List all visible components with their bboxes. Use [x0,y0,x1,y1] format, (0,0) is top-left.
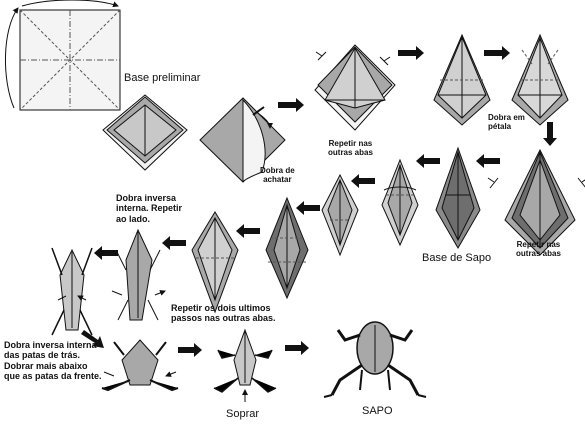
step-back-legs [101,339,179,392]
arrow-down-1 [543,122,557,146]
arrow-right-2 [398,46,424,60]
step-blow [213,328,277,402]
step-finished-frog [323,321,427,398]
label-base-preliminar: Base preliminar [124,72,201,84]
step-dark-kite [265,196,309,300]
step-frog-base-right [487,148,585,256]
label-base-de-sapo: Base de Sapo [422,252,492,264]
label-dobra-de-achatar: Dobra de achatar [260,166,295,185]
arrow-right-4 [178,343,202,357]
label-soprar: Soprar [226,408,260,420]
arrow-left-4 [296,201,320,215]
step-kite-flaps [314,44,396,131]
step-petal-fold [511,33,569,126]
arrow-left-3 [351,174,375,188]
arrow-left-7 [94,246,118,260]
label-repetir-nas-outras-abas-1: Repetir nas outras abas [328,139,373,158]
step-kite-narrow-2 [381,158,419,247]
step-frog-base [435,146,481,249]
arrow-diag-1 [81,330,104,348]
step-narrow-kite [433,33,491,126]
step-squash-fold [199,97,286,183]
arrow-right-5 [285,341,309,355]
label-dobra-inversa-interna-repetir: Dobra inversa interna. Repetir ao lado. [116,193,183,224]
arrow-left-2 [416,154,440,168]
step-legs-prepare [191,211,239,314]
label-sapo: SAPO [362,405,393,417]
arrow-left-5 [236,224,260,238]
arrow-right-1 [278,98,304,112]
arrow-left-6 [162,236,186,250]
step-preliminary-base [102,94,188,171]
label-dobra-inversa-patas-tras: Dobra inversa interna das patas de trás.… [4,340,102,382]
step-kite-narrow-3 [321,173,359,257]
step-frog-legs [51,247,93,336]
arrow-right-3 [484,46,510,60]
label-dobra-em-petala: Dobra em pétala [488,113,525,132]
process-arrows [81,46,557,357]
label-repetir-nas-outras-abas-2: Repetir nas outras abas [516,240,561,259]
label-repetir-dois-ultimos: Repetir os dois ultimos passos nas outra… [171,303,276,324]
arrow-left-1 [476,154,500,168]
step-inside-reverse-fold [111,228,165,321]
step-square-creases [4,0,121,111]
